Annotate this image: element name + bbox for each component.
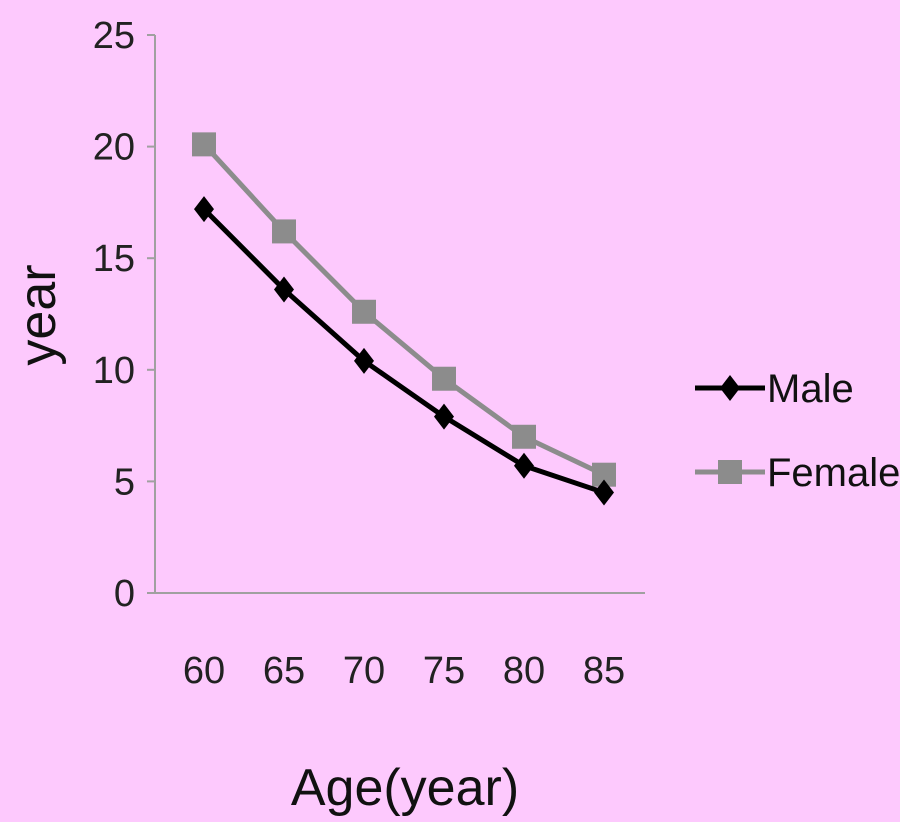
series-female	[192, 132, 616, 487]
legend-marker	[718, 460, 742, 484]
y-tick-label: 0	[114, 573, 135, 615]
data-point	[512, 424, 536, 449]
legend-marker	[720, 375, 740, 401]
series-line-female	[202, 142, 606, 477]
y-tick-label: 25	[93, 15, 135, 57]
data-point	[352, 299, 376, 324]
data-point	[594, 479, 614, 506]
legend-label: Male	[767, 367, 854, 411]
x-tick-label: 70	[343, 650, 385, 692]
x-tick-label: 75	[423, 650, 465, 692]
legend-label: Female	[767, 451, 900, 495]
y-axis-title: year	[9, 264, 67, 365]
y-tick-group: 0 5 10 15 20 25	[93, 15, 155, 615]
x-axis-title: Age(year)	[291, 759, 519, 817]
data-point	[274, 276, 294, 303]
data-point	[192, 132, 216, 157]
y-tick-label: 20	[93, 127, 135, 169]
data-point	[434, 403, 454, 430]
y-tick-label: 15	[93, 238, 135, 280]
axes	[154, 35, 645, 594]
data-point	[432, 366, 456, 391]
data-point	[272, 219, 296, 244]
data-point	[354, 347, 374, 374]
legend-item-male: Male	[695, 367, 854, 411]
data-point	[194, 196, 214, 223]
x-tick-label: 65	[263, 650, 305, 692]
series-layer	[192, 132, 616, 506]
legend: Male Female	[695, 367, 900, 495]
data-point	[514, 452, 534, 479]
x-tick-label: 60	[183, 650, 225, 692]
x-tick-group: 60 65 70 75 80 85	[183, 650, 625, 692]
x-tick-label: 80	[503, 650, 545, 692]
legend-item-female: Female	[695, 451, 900, 495]
y-tick-label: 5	[114, 461, 135, 503]
series-male	[194, 196, 614, 506]
x-tick-label: 85	[583, 650, 625, 692]
y-tick-label: 10	[93, 350, 135, 392]
series-line-male	[202, 207, 605, 495]
